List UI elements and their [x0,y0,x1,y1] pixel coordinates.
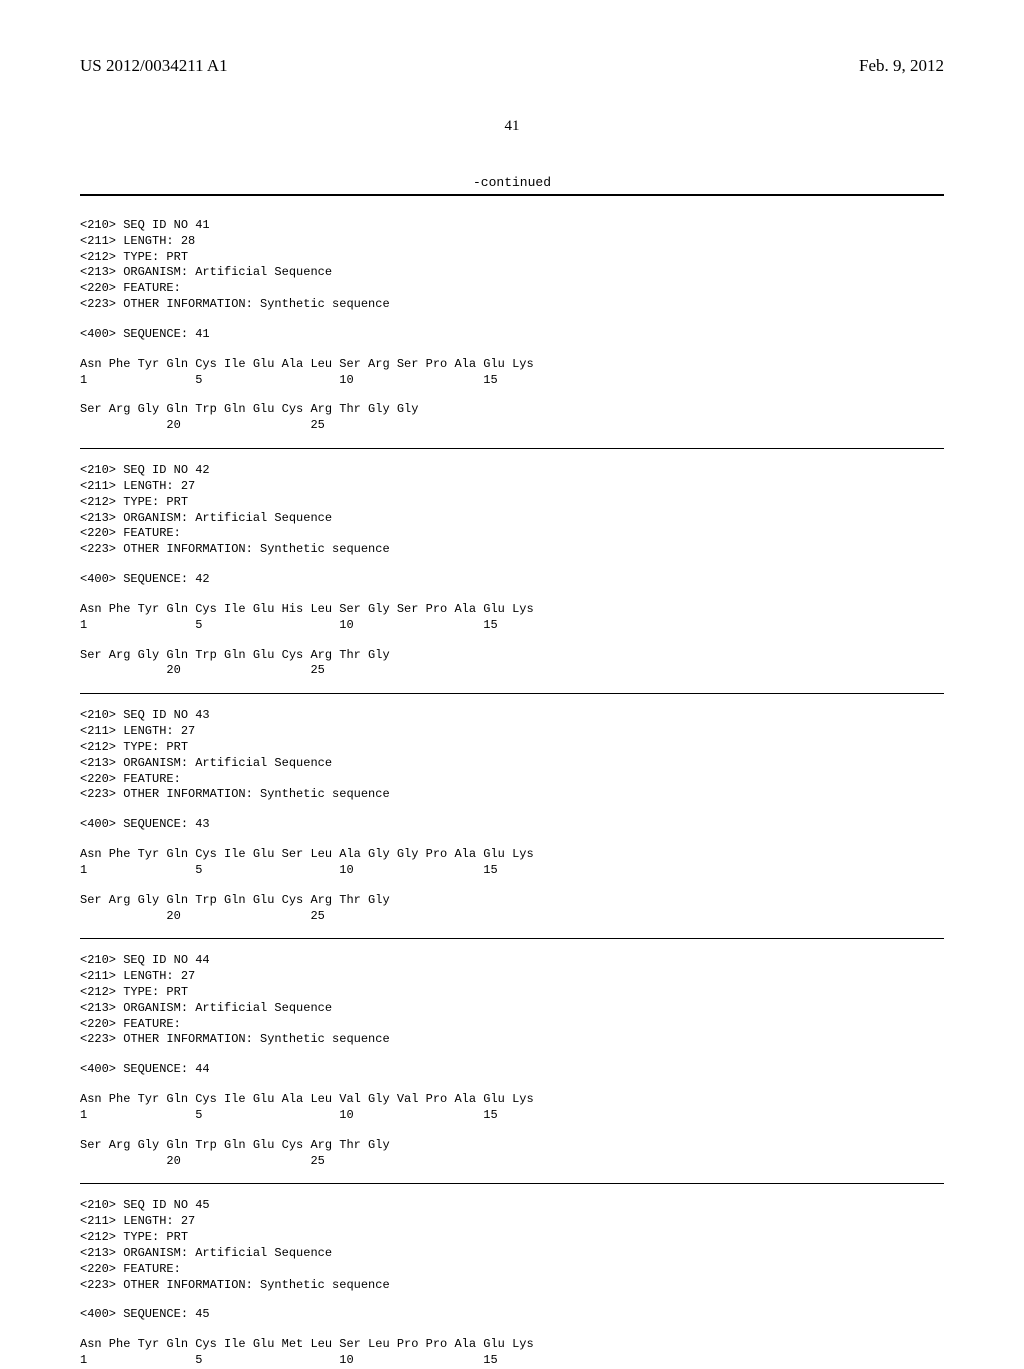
page-header: US 2012/0034211 A1 Feb. 9, 2012 [80,56,944,76]
meta-line: <220> FEATURE: [80,526,944,542]
spacer [80,558,944,572]
sequence-aa-row: Ser Arg Gly Gln Trp Gln Glu Cys Arg Thr … [80,648,944,664]
meta-line: <212> TYPE: PRT [80,740,944,756]
meta-line: <211> LENGTH: 27 [80,724,944,740]
sequence-aa-row: Asn Phe Tyr Gln Cys Ile Glu His Leu Ser … [80,602,944,618]
sequence-aa-row: Asn Phe Tyr Gln Cys Ile Glu Ala Leu Val … [80,1092,944,1108]
meta-line: <223> OTHER INFORMATION: Synthetic seque… [80,542,944,558]
sequence-label: <400> SEQUENCE: 41 [80,327,944,343]
spacer [80,833,944,847]
spacer [80,1184,944,1198]
meta-line: <213> ORGANISM: Artificial Sequence [80,756,944,772]
spacer [80,939,944,953]
spacer [80,1078,944,1092]
continued-label: -continued [80,175,944,190]
meta-line: <211> LENGTH: 27 [80,479,944,495]
spacer [80,449,944,463]
sequence-num-row: 20 25 [80,418,944,434]
sequence-label: <400> SEQUENCE: 43 [80,817,944,833]
spacer [80,313,944,327]
meta-line: <210> SEQ ID NO 44 [80,953,944,969]
sequence-label: <400> SEQUENCE: 42 [80,572,944,588]
sequence-aa-row: Ser Arg Gly Gln Trp Gln Glu Cys Arg Thr … [80,1138,944,1154]
sequence-aa-row: Asn Phe Tyr Gln Cys Ile Glu Ala Leu Ser … [80,357,944,373]
meta-line: <223> OTHER INFORMATION: Synthetic seque… [80,297,944,313]
sequence-num-row: 1 5 10 15 [80,1108,944,1124]
sequence-num-row: 20 25 [80,663,944,679]
meta-line: <223> OTHER INFORMATION: Synthetic seque… [80,1278,944,1294]
sequence-num-row: 1 5 10 15 [80,863,944,879]
sequence-num-row: 20 25 [80,1154,944,1170]
sequence-num-row: 1 5 10 15 [80,1353,944,1369]
sequence-num-row: 20 25 [80,909,944,925]
meta-line: <211> LENGTH: 27 [80,969,944,985]
meta-line: <212> TYPE: PRT [80,250,944,266]
publication-date: Feb. 9, 2012 [859,56,944,76]
meta-line: <210> SEQ ID NO 43 [80,708,944,724]
meta-line: <212> TYPE: PRT [80,495,944,511]
meta-line: <210> SEQ ID NO 41 [80,218,944,234]
meta-line: <212> TYPE: PRT [80,1230,944,1246]
spacer [80,1048,944,1062]
meta-line: <213> ORGANISM: Artificial Sequence [80,1001,944,1017]
sequence-label: <400> SEQUENCE: 44 [80,1062,944,1078]
meta-line: <213> ORGANISM: Artificial Sequence [80,1246,944,1262]
spacer [80,588,944,602]
meta-line: <213> ORGANISM: Artificial Sequence [80,265,944,281]
sequence-aa-row: Asn Phe Tyr Gln Cys Ile Glu Ser Leu Ala … [80,847,944,863]
sequence-aa-row: Ser Arg Gly Gln Trp Gln Glu Cys Arg Thr … [80,402,944,418]
meta-line: <220> FEATURE: [80,281,944,297]
sequence-label: <400> SEQUENCE: 45 [80,1307,944,1323]
meta-line: <220> FEATURE: [80,1262,944,1278]
meta-line: <220> FEATURE: [80,772,944,788]
spacer [80,1293,944,1307]
meta-line: <223> OTHER INFORMATION: Synthetic seque… [80,787,944,803]
meta-line: <212> TYPE: PRT [80,985,944,1001]
spacer [80,1323,944,1337]
sequence-aa-row: Ser Arg Gly Gln Trp Gln Glu Cys Arg Thr … [80,893,944,909]
meta-line: <211> LENGTH: 27 [80,1214,944,1230]
page: US 2012/0034211 A1 Feb. 9, 2012 41 -cont… [0,0,1024,1320]
spacer [80,343,944,357]
meta-line: <223> OTHER INFORMATION: Synthetic seque… [80,1032,944,1048]
meta-line: <211> LENGTH: 28 [80,234,944,250]
spacer [80,694,944,708]
sequence-aa-row: Asn Phe Tyr Gln Cys Ile Glu Met Leu Ser … [80,1337,944,1353]
spacer [80,145,944,175]
meta-line: <220> FEATURE: [80,1017,944,1033]
sequence-num-row: 1 5 10 15 [80,373,944,389]
meta-line: <210> SEQ ID NO 42 [80,463,944,479]
top-rule [80,194,944,196]
meta-line: <210> SEQ ID NO 45 [80,1198,944,1214]
meta-line: <213> ORGANISM: Artificial Sequence [80,511,944,527]
sequence-num-row: 1 5 10 15 [80,618,944,634]
page-number: 41 [80,118,944,135]
publication-number: US 2012/0034211 A1 [80,56,228,76]
spacer [80,803,944,817]
